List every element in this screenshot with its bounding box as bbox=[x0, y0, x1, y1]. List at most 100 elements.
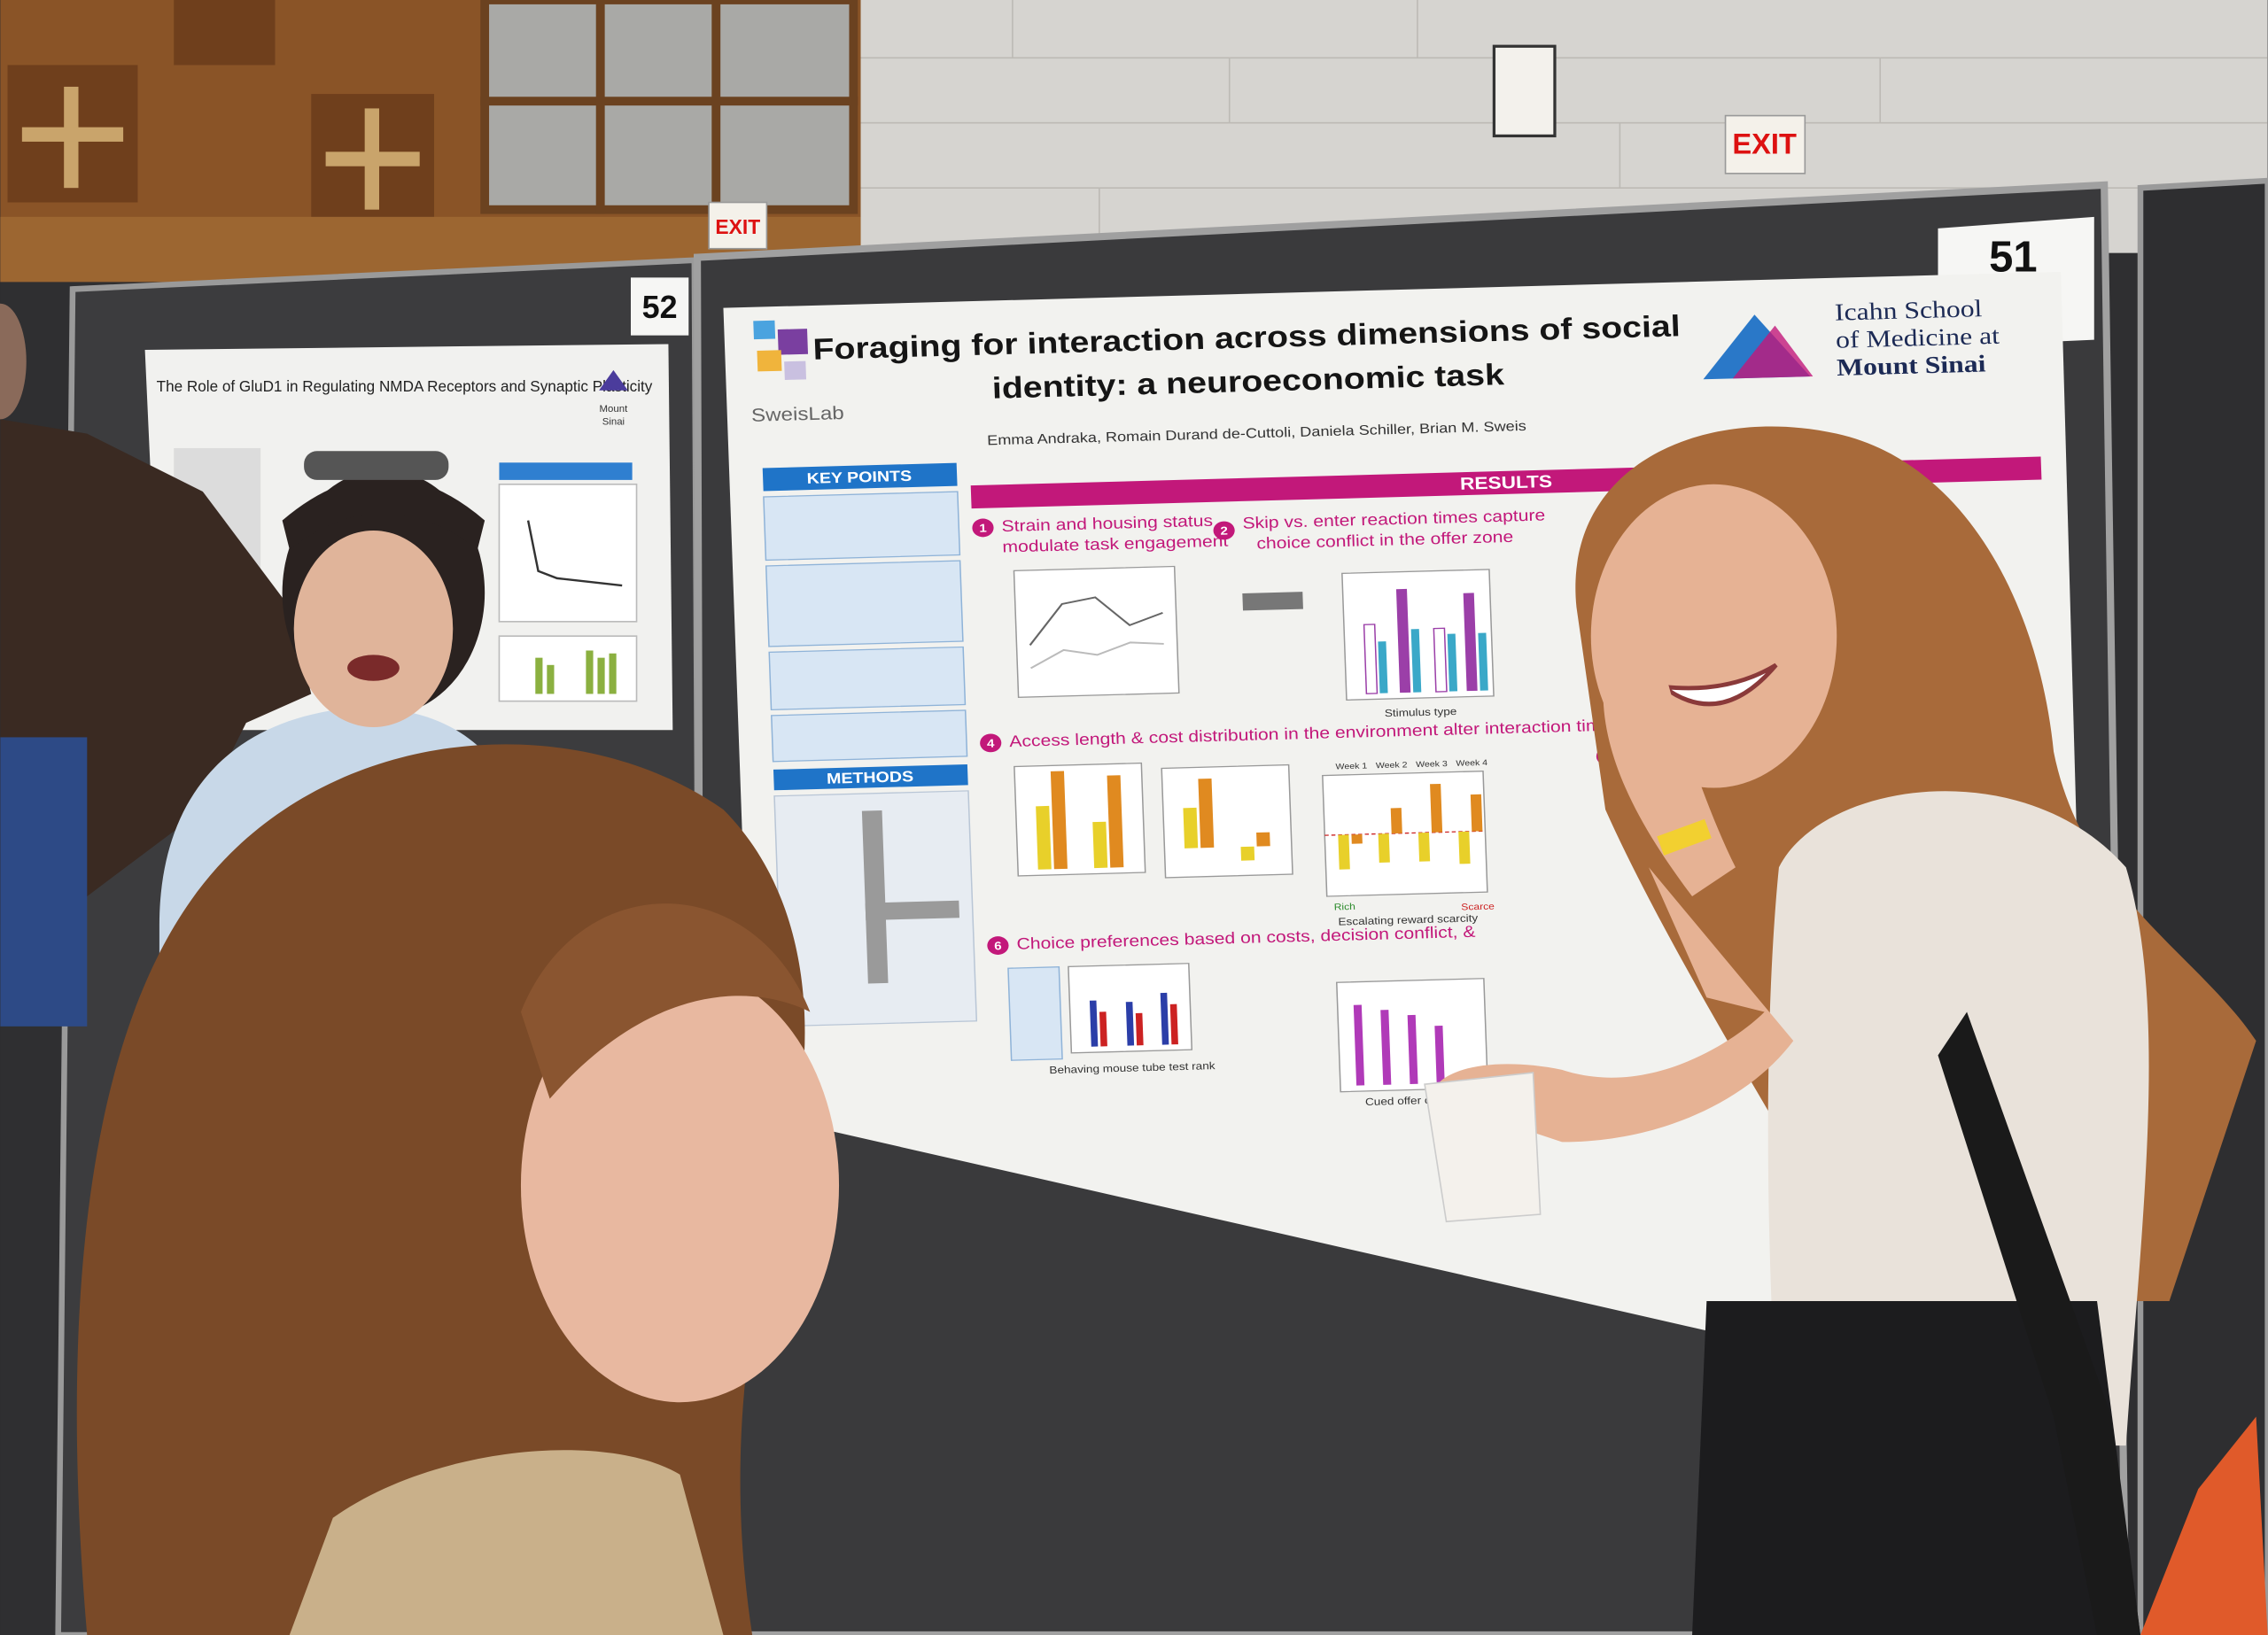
chart-bars bbox=[1478, 632, 1488, 691]
exit-text: EXIT bbox=[715, 215, 760, 238]
poster-left-bars bbox=[609, 653, 617, 694]
logo-text: Mount bbox=[600, 404, 629, 415]
chart-line bbox=[1029, 641, 1164, 670]
crosses bbox=[325, 151, 420, 167]
smile bbox=[1655, 663, 1778, 707]
windows bbox=[711, 0, 858, 106]
board-number: 52 bbox=[642, 290, 678, 325]
windows bbox=[480, 97, 605, 214]
key-point-boxes bbox=[763, 491, 961, 562]
head bbox=[0, 303, 27, 420]
chart-bars bbox=[1447, 633, 1458, 692]
axis-label: Behaving mouse tube test rank bbox=[1049, 1060, 1216, 1076]
chart-bars bbox=[1351, 833, 1363, 844]
logo-triangle bbox=[1732, 325, 1814, 379]
logo-text: Sinai bbox=[602, 417, 625, 428]
logo-square bbox=[784, 360, 807, 381]
crosses bbox=[21, 86, 420, 210]
chart-label: Week 1 bbox=[1335, 762, 1367, 771]
chart-frame bbox=[1013, 565, 1180, 698]
chart-bars bbox=[1092, 821, 1108, 869]
scarf bbox=[289, 1450, 724, 1635]
chart-bars bbox=[1378, 833, 1390, 863]
chart-frame bbox=[1161, 763, 1293, 879]
exit-text: EXIT bbox=[1732, 127, 1797, 159]
chart-bars bbox=[1338, 783, 1483, 870]
exit-sign bbox=[1724, 114, 1806, 174]
panel-number: 6 bbox=[994, 939, 1002, 952]
wall-frame bbox=[1492, 44, 1557, 138]
chart-bars bbox=[1089, 992, 1178, 1047]
lab-name: SweisLab bbox=[751, 403, 845, 426]
chart-bars bbox=[1390, 808, 1402, 834]
chart-bars bbox=[1050, 771, 1068, 870]
panel-badge bbox=[972, 518, 994, 538]
face bbox=[293, 531, 454, 727]
chart-bars bbox=[1433, 627, 1448, 693]
chart-bars bbox=[1363, 588, 1488, 694]
chart-bars bbox=[1463, 593, 1478, 692]
board-right bbox=[2137, 177, 2268, 1635]
poster-left-bars bbox=[535, 657, 543, 694]
key-point-boxes bbox=[770, 709, 968, 763]
panel-number: 2 bbox=[1220, 524, 1228, 538]
chart-bars bbox=[1089, 1000, 1099, 1047]
exit-sign bbox=[708, 201, 768, 250]
section-title: METHODS bbox=[827, 767, 914, 787]
crosses bbox=[21, 127, 124, 142]
woman-smiling bbox=[1424, 426, 2268, 1635]
poster-left-curve bbox=[526, 520, 623, 587]
chart-bars bbox=[1169, 1003, 1178, 1045]
chart-bars bbox=[1458, 831, 1471, 864]
chart-line bbox=[1029, 596, 1163, 646]
chart-label: Week 4 bbox=[1456, 758, 1488, 768]
maze-arm bbox=[861, 810, 889, 984]
chart-bars bbox=[1240, 846, 1255, 861]
windows bbox=[595, 0, 721, 106]
windows bbox=[480, 0, 605, 106]
poster-left-plot bbox=[498, 483, 638, 623]
logo-mark bbox=[599, 369, 628, 391]
text-box bbox=[1007, 966, 1063, 1061]
chart-bars bbox=[1363, 624, 1379, 694]
panel-badge bbox=[980, 733, 1002, 753]
key-point-boxes bbox=[768, 646, 967, 711]
key-point-boxes bbox=[763, 491, 968, 763]
windows bbox=[711, 97, 858, 214]
panel-number: 4 bbox=[987, 737, 995, 750]
chart-bars bbox=[1107, 775, 1124, 868]
chart-label: Week 2 bbox=[1376, 761, 1408, 771]
poster-left-title: The Role of GluD1 in Regulating NMDA Rec… bbox=[157, 377, 653, 395]
chart-bars bbox=[1036, 805, 1052, 870]
chart-bars bbox=[1160, 992, 1169, 1045]
chart-bars bbox=[1430, 783, 1443, 833]
chart-bars bbox=[1378, 641, 1388, 694]
chart-bars bbox=[1353, 1004, 1445, 1086]
chart-frame bbox=[1014, 762, 1146, 877]
poster-left-header bbox=[499, 462, 633, 480]
poster-left-bars bbox=[586, 650, 594, 694]
panel-badge bbox=[1213, 521, 1235, 540]
chart-bars bbox=[1036, 771, 1124, 870]
chart-bars bbox=[1395, 588, 1411, 694]
section-title: RESULTS bbox=[1460, 472, 1553, 493]
chart-label: Rich bbox=[1334, 903, 1356, 913]
section-title: KEY POINTS bbox=[806, 467, 912, 487]
woman-curly bbox=[76, 744, 840, 1635]
chart-bars bbox=[1198, 778, 1215, 848]
maze-icon bbox=[1242, 592, 1303, 611]
chart-bars bbox=[1407, 1014, 1418, 1085]
chart-bars bbox=[1125, 1002, 1135, 1046]
chart-bars bbox=[1434, 1026, 1445, 1084]
chart-bars bbox=[1183, 807, 1199, 848]
logo-square bbox=[753, 320, 776, 340]
chart-bars bbox=[1099, 1011, 1107, 1047]
chart-frame bbox=[1322, 771, 1488, 897]
wristband bbox=[1657, 818, 1712, 856]
face bbox=[520, 968, 840, 1403]
bag-strap bbox=[1938, 1011, 2140, 1635]
section-bar bbox=[762, 462, 958, 492]
chart-label: Scarce bbox=[1461, 902, 1495, 912]
logo-square bbox=[777, 329, 809, 355]
